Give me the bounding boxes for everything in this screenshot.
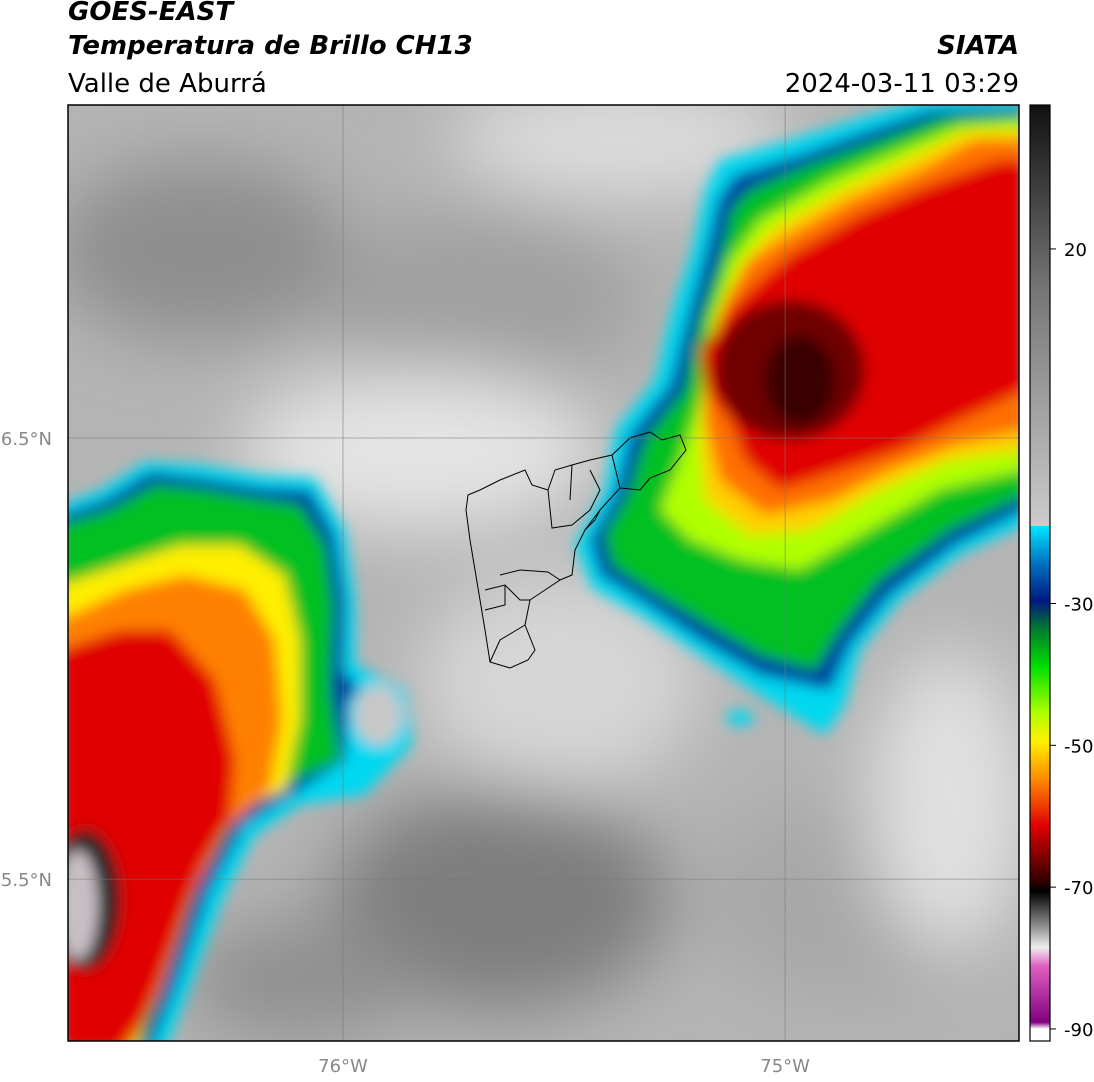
colorbar-tick-label: -90 <box>1064 1020 1093 1041</box>
lon-label: 75°W <box>760 1056 810 1077</box>
region: Valle de Aburrá <box>68 69 267 99</box>
colorbar-tick-label: -70 <box>1064 878 1093 899</box>
colorbar-tick-label: -30 <box>1064 594 1093 615</box>
lat-label: 5.5°N <box>1 870 52 891</box>
source: SIATA <box>937 31 1019 61</box>
map-frame <box>67 104 1020 1042</box>
colorbar-tick-label: 20 <box>1064 240 1087 261</box>
lon-label: 76°W <box>318 1056 368 1077</box>
title: GOES-EAST <box>68 0 235 27</box>
colorbar <box>1029 104 1051 1042</box>
subtitle: Temperatura de Brillo CH13 <box>68 31 473 61</box>
timestamp: 2024-03-11 03:29 <box>785 69 1019 99</box>
lat-label: 6.5°N <box>1 429 52 450</box>
municipal-boundaries <box>465 431 687 669</box>
satellite-image <box>68 105 1019 1041</box>
colorbar-tick-label: -50 <box>1064 736 1093 757</box>
